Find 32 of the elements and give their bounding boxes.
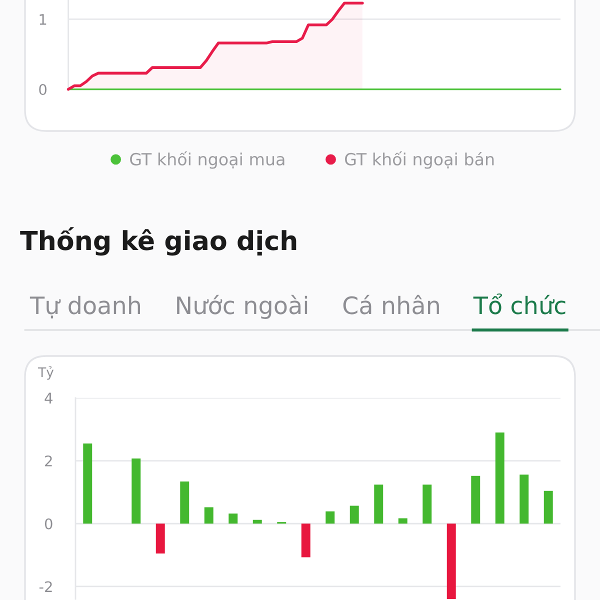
legend-label: GT khối ngoại bán	[345, 151, 494, 169]
bar	[204, 507, 214, 524]
text: Cá nhân	[343, 294, 439, 314]
y-tick-label: 4	[44, 392, 52, 404]
chart-title: Thống kê giao dịch	[20, 227, 296, 256]
text: Nước ngoài	[177, 294, 308, 319]
bar	[350, 506, 359, 524]
bar	[228, 514, 238, 524]
bar	[446, 524, 456, 600]
bar	[156, 524, 165, 554]
bar	[252, 520, 262, 524]
y-tick-label: 0	[39, 84, 46, 96]
chart-subtitle: Tổ chức	[473, 293, 566, 314]
bar	[398, 518, 408, 524]
bar	[495, 432, 504, 524]
bar	[132, 458, 141, 524]
y-tick-label: 1	[40, 14, 46, 25]
bar	[301, 524, 310, 558]
bar	[326, 511, 335, 524]
y-tick-label: -2	[39, 581, 52, 592]
y-axis-title: Tỷ	[38, 366, 54, 380]
bar	[374, 484, 384, 524]
bar	[471, 476, 480, 524]
bar	[83, 443, 92, 524]
bar	[180, 482, 190, 524]
bar	[422, 484, 432, 524]
text: Tự doanh	[30, 296, 140, 318]
legend-label: GT khối ngoại mua	[130, 151, 284, 169]
y-tick-label: 0	[44, 518, 52, 530]
bar	[544, 490, 553, 524]
bar	[520, 474, 529, 524]
y-tick-label: 2	[45, 455, 52, 466]
